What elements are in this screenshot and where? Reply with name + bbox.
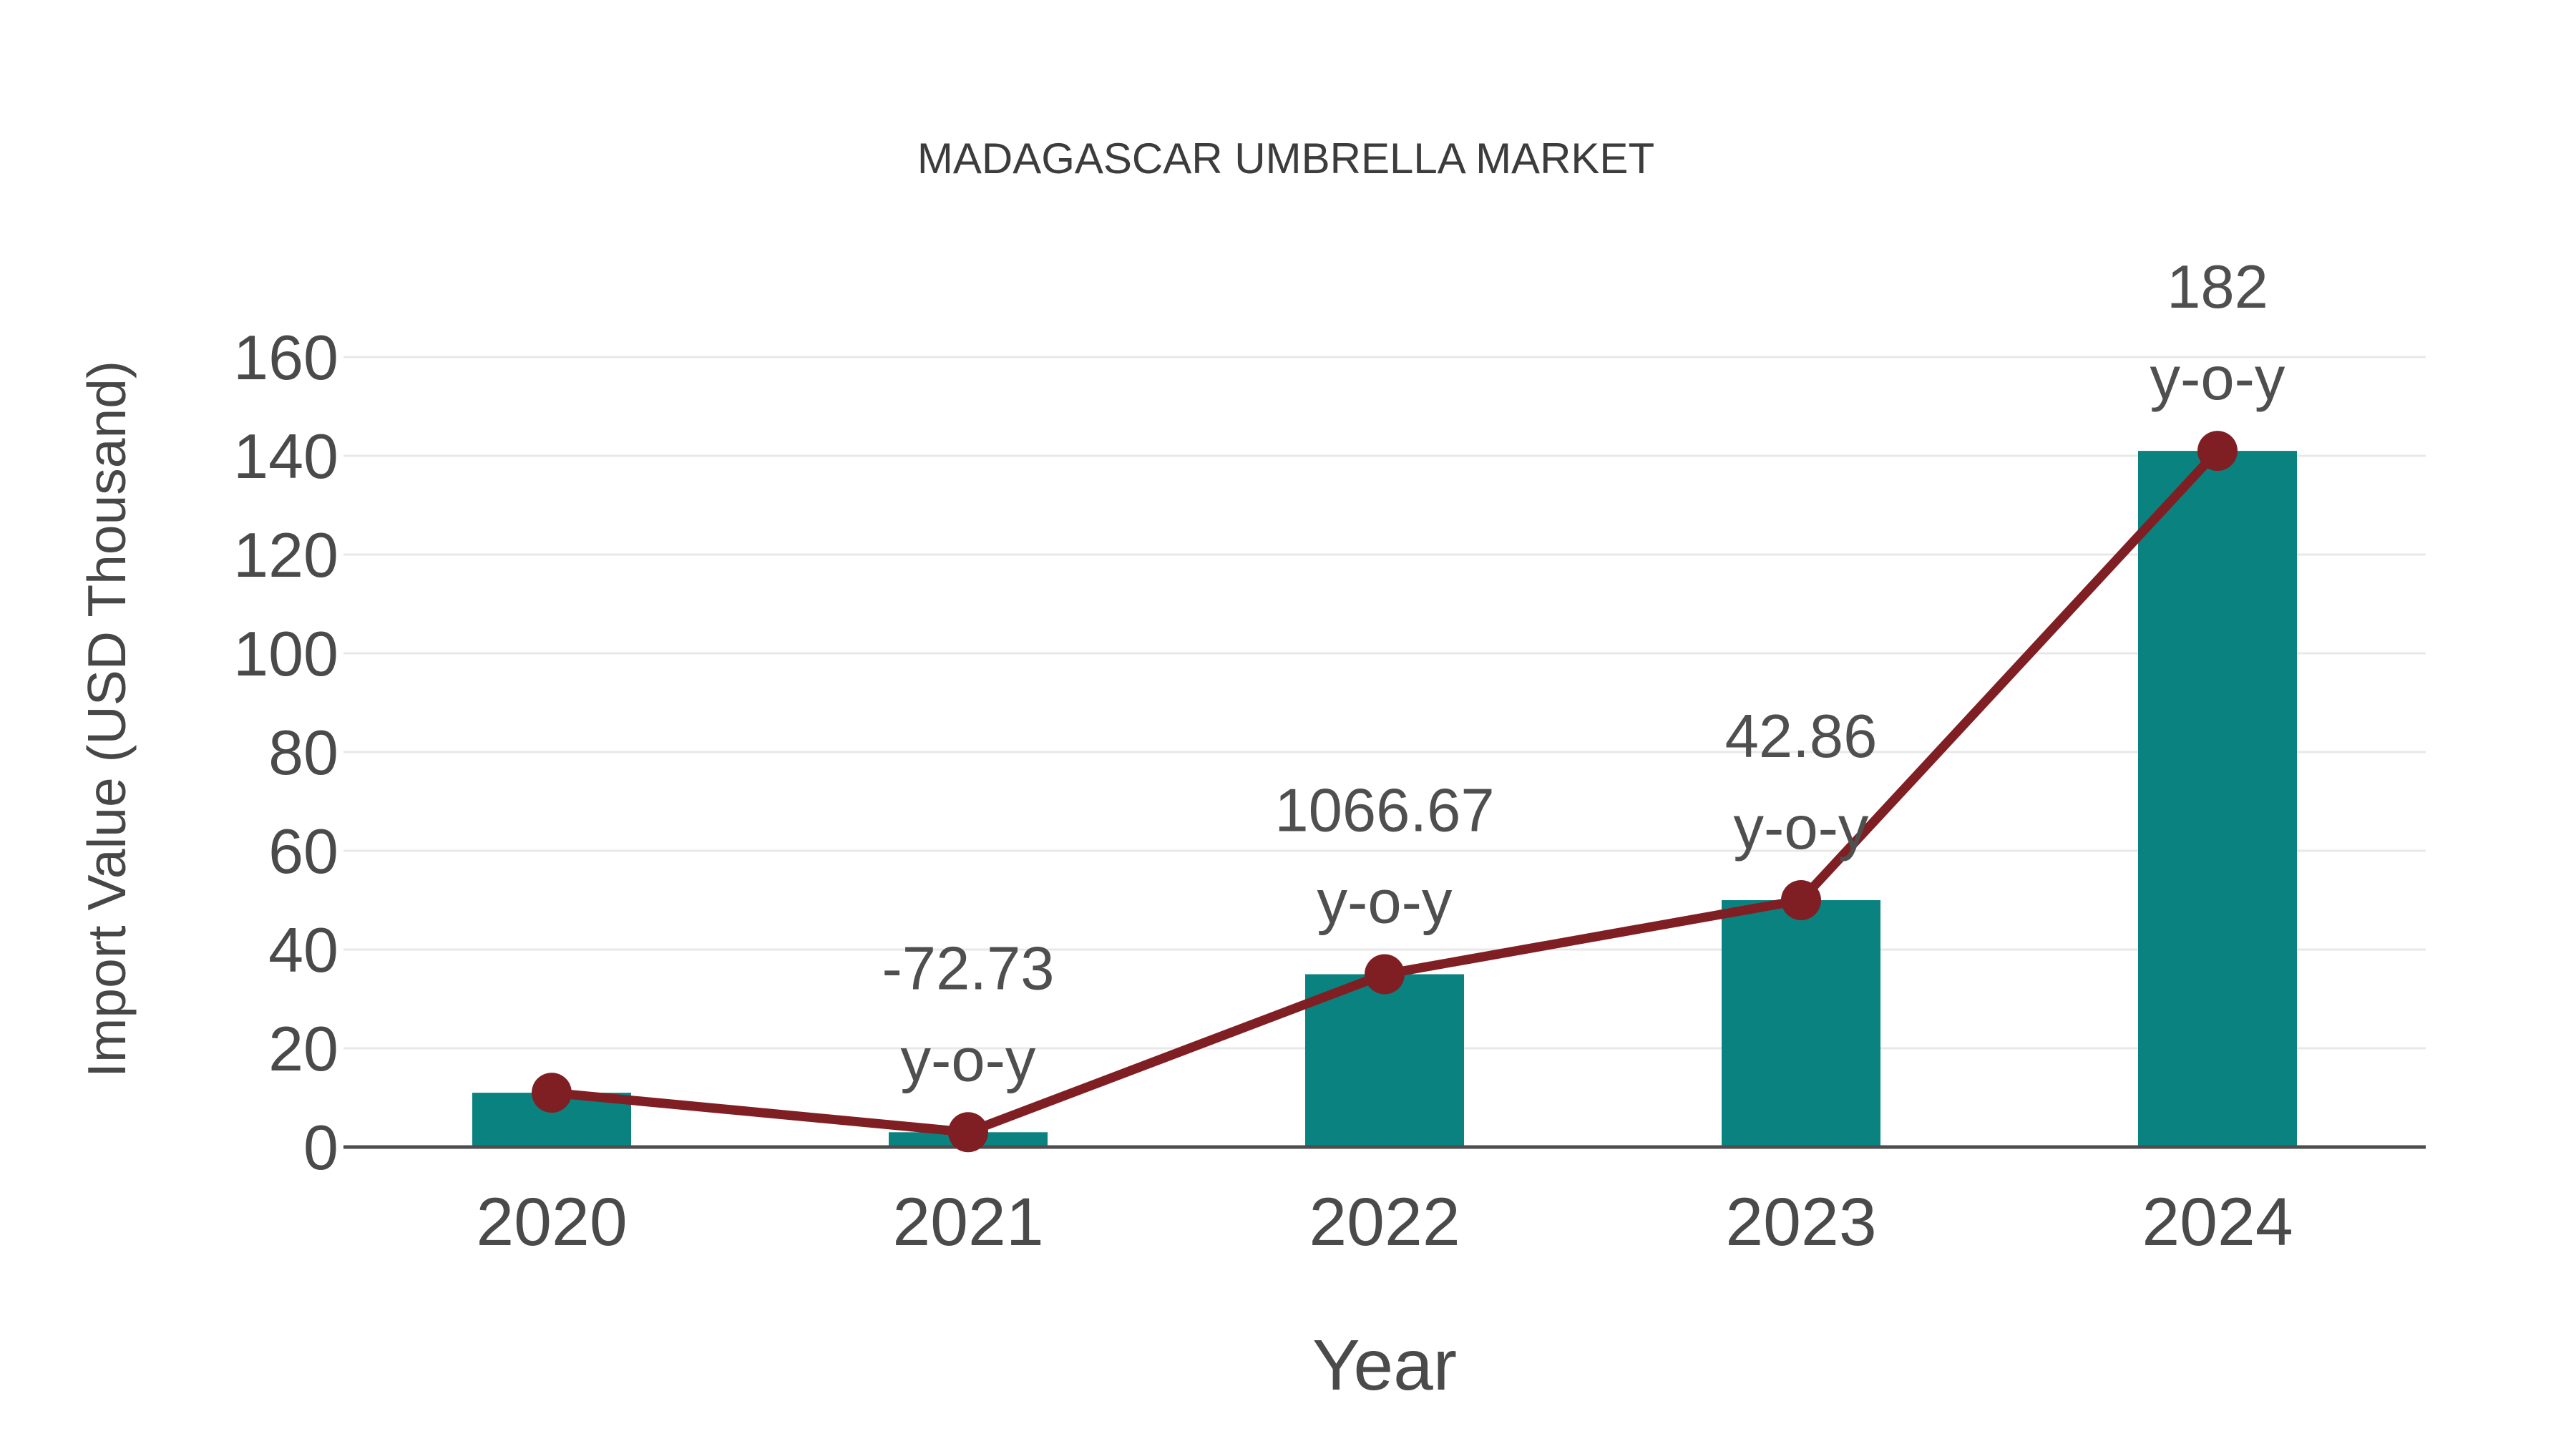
x-tick-label: 2021 <box>892 1184 1043 1260</box>
y-tick-label: 40 <box>268 914 338 985</box>
y-tick-label: 160 <box>233 322 338 393</box>
bar <box>1305 974 1464 1147</box>
annotation-value: 182 <box>2167 253 2268 321</box>
annotations: -72.73 y-o-y 1066.67 y-o-y 42.86 y-o-y 182 y-o-… <box>882 253 2285 1094</box>
x-tick-label: 2020 <box>476 1184 627 1260</box>
x-axis-title: Year <box>1312 1325 1457 1405</box>
annotation-value: -72.73 <box>882 935 1054 1002</box>
annotation-value: 42.86 <box>1725 703 1878 771</box>
line-marker <box>1365 954 1405 995</box>
y-tick-label: 60 <box>268 816 338 887</box>
annotation-yoy-label: y-o-y <box>1734 794 1869 862</box>
y-tick-label: 0 <box>303 1112 338 1183</box>
line-marker <box>948 1112 988 1153</box>
chart-title: MADAGASCAR UMBRELLA MARKET <box>917 135 1654 182</box>
line-marker <box>1781 880 1821 920</box>
x-tick-label: 2022 <box>1309 1184 1460 1260</box>
bar <box>2138 451 2297 1147</box>
y-tick-label: 140 <box>233 421 338 492</box>
x-axis-tick-labels: 2020 2021 2022 2023 2024 <box>476 1184 2293 1260</box>
y-tick-label: 80 <box>268 717 338 788</box>
y-tick-label: 20 <box>268 1013 338 1084</box>
y-tick-label: 100 <box>233 618 338 689</box>
x-tick-label: 2024 <box>2142 1184 2293 1260</box>
line-marker <box>532 1073 572 1113</box>
gridlines <box>343 356 2426 1050</box>
x-tick-label: 2023 <box>1725 1184 1876 1260</box>
bar <box>1722 900 1880 1147</box>
line-marker <box>2197 431 2238 472</box>
line-markers <box>532 431 2238 1153</box>
y-axis-tick-labels: 0 20 40 60 80 100 120 140 160 <box>233 322 338 1183</box>
annotation-yoy-label: y-o-y <box>1317 869 1453 937</box>
y-axis-title: Import Value (USD Thousand) <box>77 361 137 1078</box>
annotation-yoy-label: y-o-y <box>901 1026 1036 1094</box>
annotation-value: 1066.67 <box>1274 777 1494 845</box>
annotation-yoy-label: y-o-y <box>2150 345 2285 413</box>
y-tick-label: 120 <box>233 519 338 590</box>
